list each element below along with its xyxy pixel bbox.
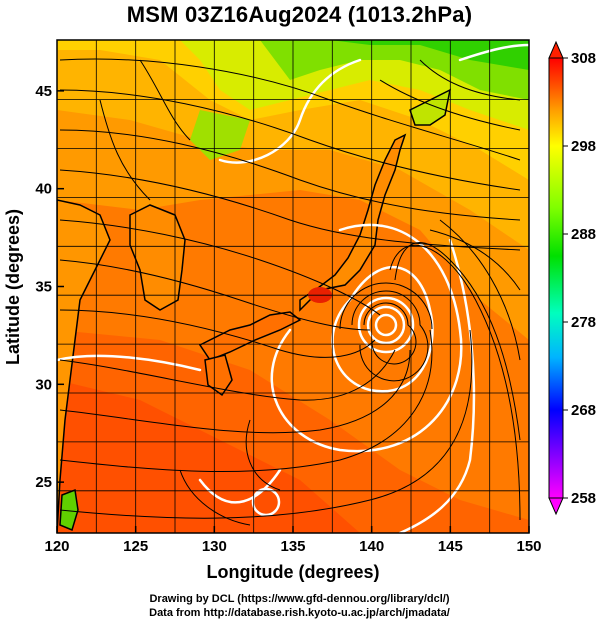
x-tick-label: 140 bbox=[359, 538, 384, 555]
colorbar: 308 298 288 278 268 258 bbox=[548, 40, 596, 516]
colorbar-tick-label: 308 bbox=[571, 50, 596, 67]
y-tick-label: 25 bbox=[35, 474, 52, 491]
y-tick-label: 35 bbox=[35, 279, 52, 296]
colorbar-tick-label: 288 bbox=[571, 226, 596, 243]
x-axis-ticks: 120 125 130 135 140 145 150 bbox=[44, 526, 542, 555]
colorbar-tick-label: 258 bbox=[571, 490, 596, 507]
y-tick-label: 45 bbox=[35, 83, 52, 100]
x-tick-label: 130 bbox=[202, 538, 227, 555]
colorbar-tick-label: 268 bbox=[571, 402, 596, 419]
credit-drawing: Drawing by DCL (https://www.gfd-dennou.o… bbox=[149, 593, 450, 605]
x-tick-label: 120 bbox=[44, 538, 69, 555]
temperature-field bbox=[57, 40, 529, 533]
colorbar-ticks: 308 298 288 278 268 258 bbox=[563, 50, 596, 507]
colorbar-max-arrow bbox=[548, 40, 564, 59]
graticule bbox=[57, 40, 529, 533]
y-tick-label: 30 bbox=[35, 376, 52, 393]
y-axis-ticks: 25 30 35 40 45 bbox=[35, 83, 64, 491]
colorbar-scale bbox=[548, 57, 564, 499]
y-tick-label: 40 bbox=[35, 181, 52, 198]
colorbar-tick-label: 298 bbox=[571, 138, 596, 155]
colorbar-tick-label: 278 bbox=[571, 314, 596, 331]
plot-title: MSM 03Z16Aug2024 (1013.2hPa) bbox=[126, 2, 473, 27]
x-tick-label: 150 bbox=[516, 538, 541, 555]
credit-data: Data from http://database.rish.kyoto-u.a… bbox=[149, 607, 450, 619]
colorbar-min-arrow bbox=[548, 497, 564, 516]
x-tick-label: 125 bbox=[123, 538, 148, 555]
x-tick-label: 145 bbox=[438, 538, 463, 555]
y-axis-title: Latitude (degrees) bbox=[3, 209, 23, 365]
x-tick-label: 135 bbox=[280, 538, 305, 555]
x-axis-title: Longitude (degrees) bbox=[206, 562, 379, 582]
